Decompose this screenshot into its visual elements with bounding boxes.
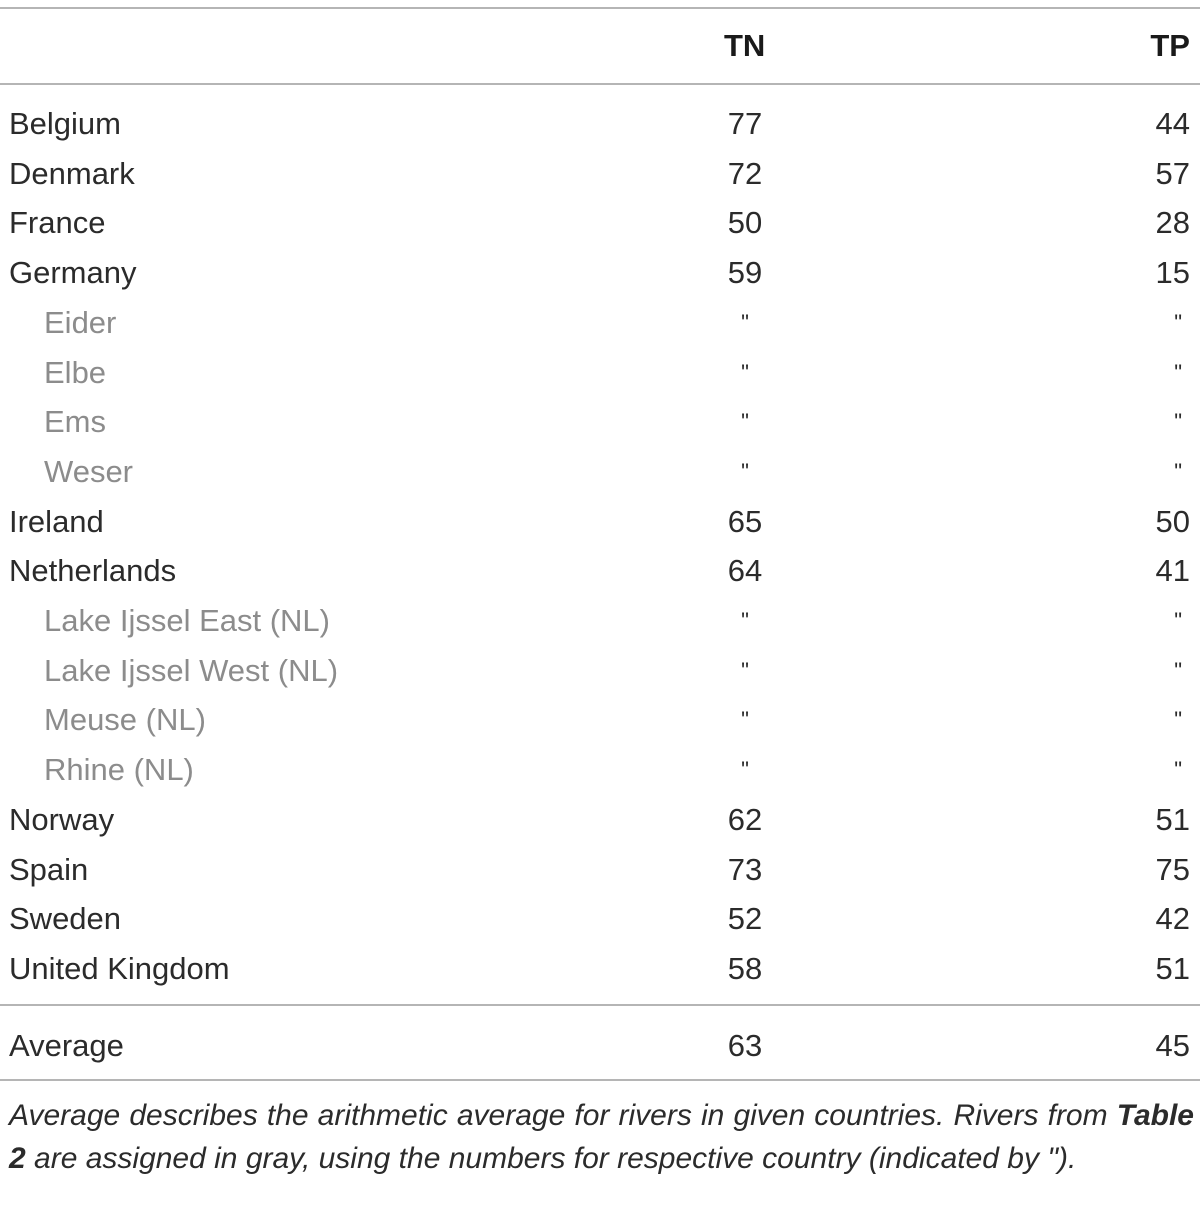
tn-value: " [741,657,749,683]
country-label: Norway [9,801,115,837]
tn-value: " [741,359,749,385]
table-row: Spain 73 75 [0,845,1200,894]
table-subrow: Elbe " " [0,348,1200,397]
tp-value: 42 [1155,901,1190,937]
tp-value: " [1174,757,1182,783]
river-label: Elbe [44,354,107,390]
tn-value: 52 [727,901,763,937]
tn-value: 73 [727,851,763,887]
tp-value: 51 [1155,801,1190,837]
country-label: France [9,205,106,241]
tn-value: " [741,757,749,783]
river-label: Ems [44,404,106,440]
tn-value: 62 [727,801,763,837]
tp-value: 57 [1155,155,1190,191]
table-subrow: Lake Ijssel East (NL) " " [0,596,1200,645]
table-row: Sweden 52 42 [0,894,1200,943]
table-row: Netherlands 64 41 [0,546,1200,595]
footnote-text-1: Average describes the arithmetic average… [9,1099,1117,1132]
tp-value: 75 [1155,851,1190,887]
tn-value: 50 [727,205,763,241]
tp-value: " [1174,309,1182,335]
tp-value: " [1174,707,1182,733]
table-subrow: Lake Ijssel West (NL) " " [0,646,1200,695]
country-label: Germany [9,255,137,291]
country-label: Belgium [9,106,121,141]
average-tn: 63 [727,1028,763,1063]
tn-value: 64 [727,553,763,589]
bottom-rule [0,1079,1200,1081]
tp-value: 41 [1155,553,1190,589]
country-label: Ireland [9,503,104,539]
footnote-table-ref: Table 2 [9,1099,1194,1175]
country-label: United Kingdom [9,950,230,986]
tn-value: " [741,409,749,435]
table-subrow: Meuse (NL) " " [0,695,1200,744]
tn-value: 59 [727,255,763,291]
tp-value: 51 [1155,950,1190,986]
header-tn: TN [724,28,766,63]
country-label: Sweden [9,901,122,937]
tp-value: " [1174,608,1182,633]
river-label: Lake Ijssel East (NL) [44,603,330,638]
tp-value: 50 [1155,503,1190,539]
river-label: Rhine (NL) [44,752,194,788]
table-row: United Kingdom 58 51 [0,944,1200,993]
top-rule [0,7,1200,9]
average-label: Average [9,1028,124,1063]
table-row: Belgium 77 44 [0,99,1200,148]
tp-value: " [1174,409,1182,435]
table-subrow: Ems " " [0,397,1200,446]
header-tp: TP [1150,28,1190,63]
country-label: Netherlands [9,553,177,589]
tn-value: 65 [727,503,763,539]
header-rule [0,83,1200,85]
river-label: Meuse (NL) [44,702,206,738]
table-subrow: Weser " " [0,447,1200,496]
tp-value: " [1174,458,1182,484]
table-footnote: Average describes the arithmetic average… [9,1094,1194,1180]
table-subrow: Rhine (NL) " " [0,745,1200,794]
table-row: Norway 62 51 [0,795,1200,844]
table-row: Germany 59 15 [0,248,1200,297]
tn-value: 72 [727,155,763,191]
tn-value: 77 [727,106,763,141]
river-label: Eider [44,304,117,340]
table-subrow: Eider " " [0,298,1200,347]
table-row: Ireland 65 50 [0,497,1200,546]
average-rule [0,1004,1200,1006]
table-row: Denmark 72 57 [0,149,1200,198]
country-label: Spain [9,851,89,887]
tn-value: " [741,608,749,633]
tn-value: " [741,309,749,335]
tp-value: " [1174,359,1182,385]
tp-value: 15 [1155,255,1190,291]
tp-value: " [1174,657,1182,683]
tp-value: 44 [1155,106,1190,141]
footnote-text-2: are assigned in gray, using the numbers … [25,1142,1077,1175]
tn-value: " [741,458,749,484]
tn-value: 58 [727,950,763,986]
average-tp: 45 [1155,1028,1190,1063]
river-label: Weser [44,453,134,489]
table-row: France 50 28 [0,198,1200,247]
average-row: Average 63 45 [0,1021,1200,1070]
river-label: Lake Ijssel West (NL) [44,652,339,688]
tp-value: 28 [1155,205,1190,241]
tn-value: " [741,707,749,733]
country-label: Denmark [9,155,135,191]
